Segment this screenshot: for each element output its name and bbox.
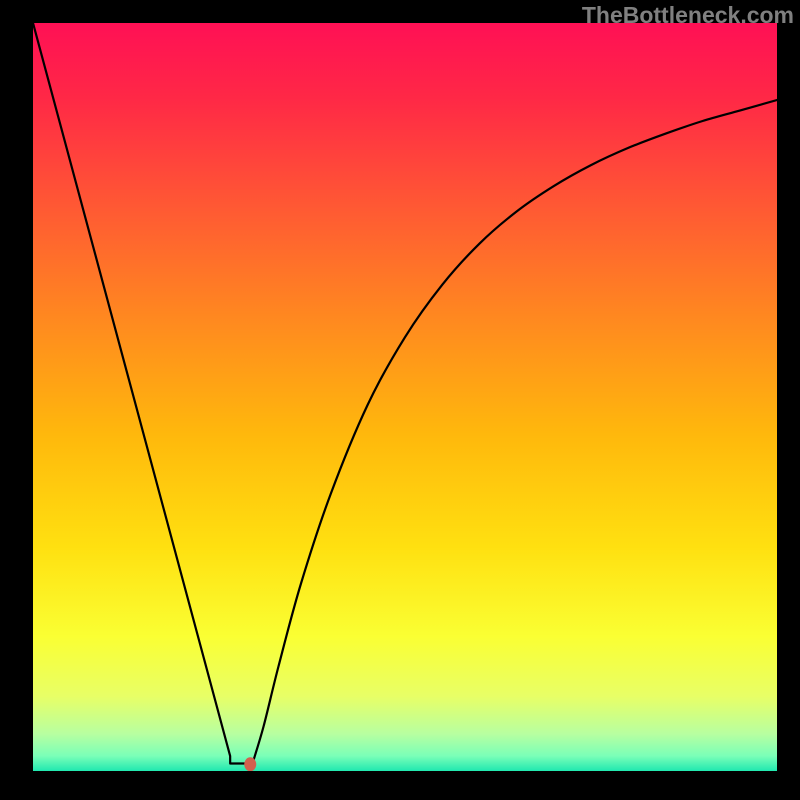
bottleneck-curve (33, 23, 777, 764)
chart-svg (33, 23, 777, 771)
chart-container: TheBottleneck.com (0, 0, 800, 800)
plot-area (33, 23, 777, 771)
optimum-marker (244, 757, 256, 771)
